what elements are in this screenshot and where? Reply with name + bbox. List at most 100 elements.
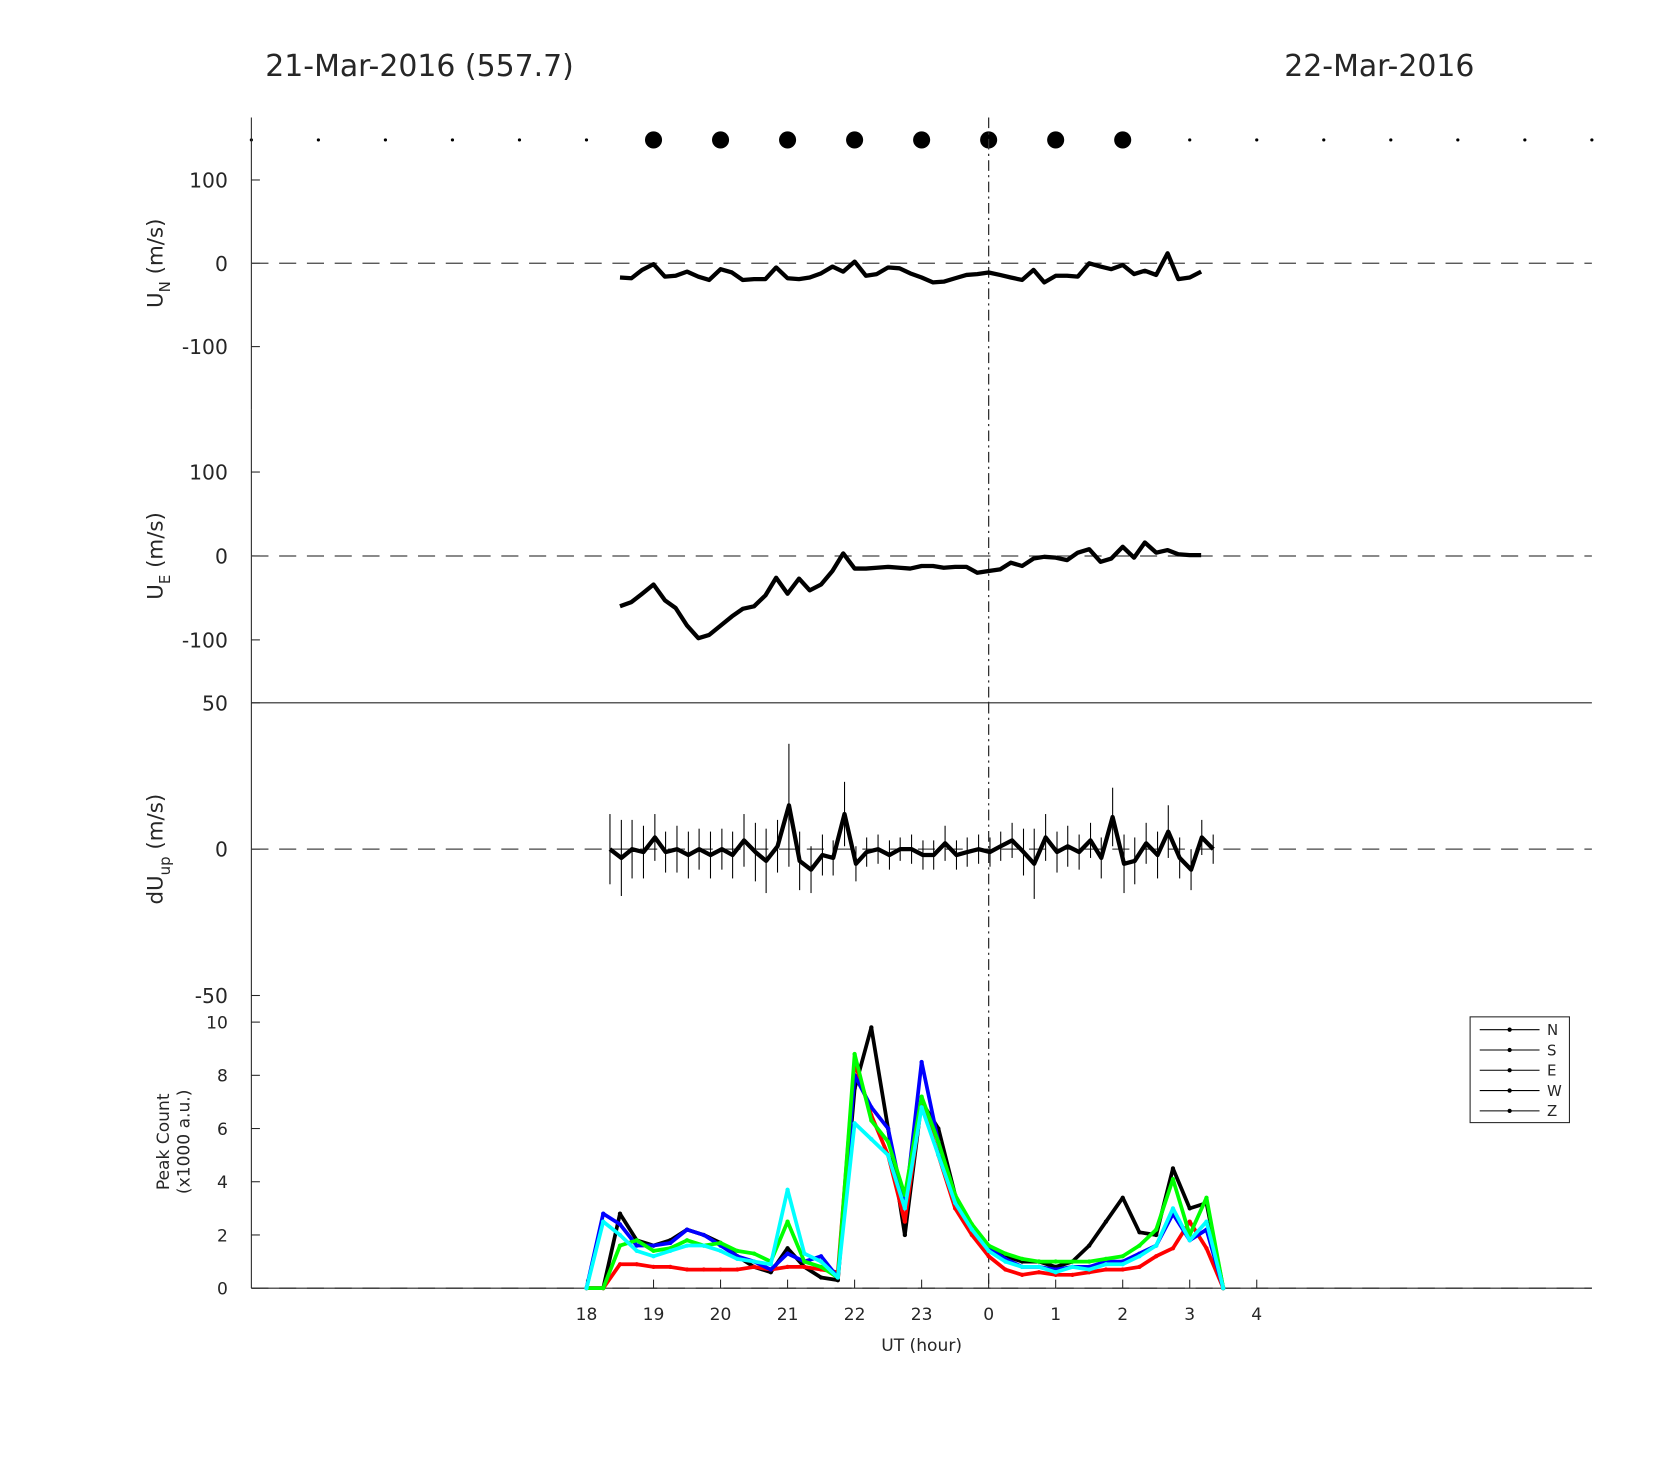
data-point — [885, 1139, 891, 1144]
marker-dot — [913, 131, 931, 149]
data-point — [701, 1267, 706, 1272]
data-point — [1120, 1254, 1125, 1259]
x-tick-label: 4 — [1251, 1305, 1262, 1325]
data-point — [818, 1259, 824, 1264]
y-label-unit: (m/s) — [144, 219, 169, 282]
legend-box — [1469, 1016, 1570, 1124]
y-tick-label: -50 — [195, 984, 228, 1008]
data-point — [634, 1243, 639, 1248]
legend-dot — [1507, 1108, 1512, 1113]
data-point — [684, 1243, 690, 1248]
data-point — [1020, 1256, 1025, 1262]
data-point — [1120, 1267, 1125, 1272]
data-point — [617, 1211, 623, 1216]
y-tick-label: 2 — [217, 1226, 228, 1246]
marker-dot — [712, 131, 730, 149]
data-point — [1087, 1267, 1092, 1272]
data-point — [1137, 1254, 1142, 1259]
marker-dot — [1255, 138, 1259, 142]
data-point — [735, 1248, 740, 1254]
data-point — [902, 1206, 908, 1211]
x-tick-label: 19 — [643, 1305, 665, 1325]
data-point — [1204, 1195, 1209, 1200]
y-tick-label: 6 — [217, 1120, 228, 1140]
y-tick-label: 0 — [215, 544, 228, 568]
data-point — [986, 1248, 991, 1254]
marker-dot — [450, 138, 455, 142]
date-left: 21-Mar-2016 (557.7) — [265, 49, 574, 84]
data-point — [919, 1059, 924, 1065]
data-line — [619, 540, 1202, 641]
data-point — [651, 1248, 656, 1254]
data-point — [1070, 1272, 1075, 1278]
marker-dot — [1590, 138, 1594, 142]
data-point — [684, 1227, 690, 1232]
marker-dot — [779, 131, 797, 149]
data-point — [1036, 1270, 1042, 1275]
marker-dot — [1523, 138, 1527, 142]
legend-label: N — [1547, 1021, 1558, 1039]
data-point — [869, 1025, 874, 1030]
data-point — [668, 1240, 673, 1246]
data-point — [1170, 1246, 1176, 1251]
legend-label: W — [1547, 1082, 1562, 1100]
data-point — [668, 1264, 673, 1270]
data-point — [869, 1137, 874, 1142]
y-tick-label: 100 — [189, 168, 228, 192]
legend-label: Z — [1547, 1102, 1557, 1120]
y-tick-label: 8 — [217, 1067, 228, 1087]
data-point — [751, 1259, 757, 1264]
marker-dot — [1188, 138, 1192, 142]
y-label: UN (m/s) — [144, 219, 174, 308]
data-point — [617, 1222, 623, 1227]
marker-dot — [1114, 131, 1132, 149]
data-line — [608, 803, 1215, 872]
data-point — [1020, 1264, 1025, 1270]
data-point — [785, 1264, 790, 1270]
data-point — [1137, 1264, 1142, 1270]
y-tick-label: -100 — [182, 628, 228, 652]
legend-label: E — [1547, 1062, 1556, 1080]
data-point — [768, 1267, 773, 1272]
data-point — [634, 1248, 639, 1254]
data-point — [1170, 1206, 1176, 1211]
data-point — [1020, 1272, 1025, 1278]
data-point — [1003, 1251, 1008, 1256]
data-point — [735, 1256, 740, 1262]
data-point — [1003, 1267, 1008, 1272]
data-point — [1003, 1259, 1008, 1264]
data-point — [1103, 1219, 1109, 1224]
data-point — [751, 1251, 757, 1256]
y-label-unit: (m/s) — [144, 794, 169, 857]
data-point — [1187, 1219, 1192, 1224]
data-point — [701, 1232, 706, 1238]
data-point — [684, 1238, 690, 1243]
data-point — [684, 1267, 690, 1272]
data-point — [1187, 1206, 1192, 1211]
data-point — [1187, 1238, 1192, 1243]
data-point — [818, 1264, 824, 1270]
y-label-sub: up — [156, 856, 174, 875]
data-point — [651, 1243, 656, 1248]
data-point — [835, 1275, 840, 1280]
data-point — [1087, 1243, 1092, 1248]
data-point — [617, 1262, 623, 1267]
data-point — [785, 1219, 790, 1224]
y-label-main: dU — [144, 875, 169, 904]
data-point — [936, 1152, 941, 1158]
data-point — [885, 1152, 891, 1158]
data-point — [718, 1267, 723, 1272]
marker-dot — [1047, 131, 1065, 149]
y-tick-label: 10 — [206, 1014, 228, 1034]
x-tick-label: 18 — [576, 1305, 598, 1325]
data-point — [919, 1094, 924, 1099]
marker-dot — [517, 138, 522, 142]
x-tick-label: 2 — [1117, 1305, 1128, 1325]
data-point — [1087, 1259, 1092, 1264]
x-label: UT (hour) — [881, 1336, 962, 1356]
data-point — [1120, 1262, 1125, 1267]
data-point — [785, 1251, 790, 1256]
y-label: Peak Count — [154, 1093, 174, 1190]
data-point — [718, 1248, 723, 1254]
